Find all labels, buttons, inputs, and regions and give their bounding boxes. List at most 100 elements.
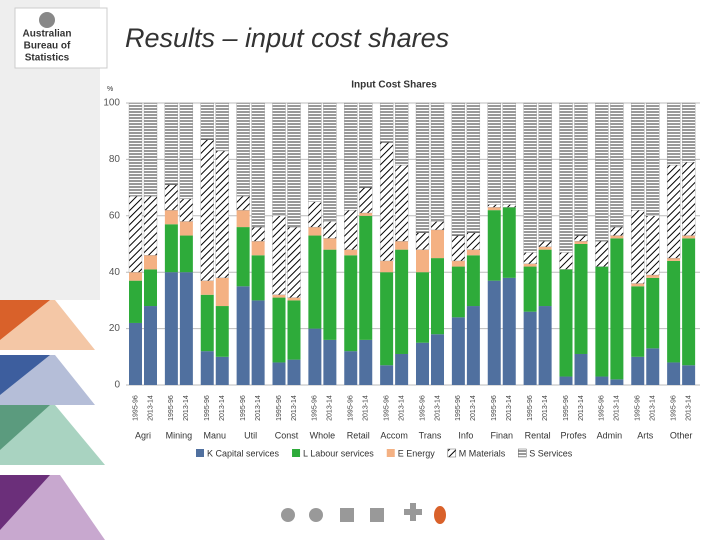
bar-segment (323, 221, 337, 239)
group-label: Admin (597, 430, 623, 440)
legend-swatch (386, 449, 395, 457)
x-tick-label: 2013-14 (650, 395, 657, 421)
logo-text: Statistics (25, 53, 70, 64)
bar-segment (523, 266, 537, 312)
y-axis-label: % (107, 86, 113, 93)
x-tick-label: 1995-96 (563, 395, 570, 421)
x-tick-label: 1995-96 (312, 395, 319, 421)
bar-segment (681, 162, 696, 236)
x-tick-label: 1995-96 (455, 395, 462, 421)
bar-segment (344, 210, 358, 250)
bar-segment (236, 195, 250, 211)
x-tick-label: 2013-14 (327, 395, 334, 421)
group-label: Info (458, 430, 473, 440)
bar-segment (272, 294, 286, 298)
bar-segment (215, 277, 229, 307)
bar-segment (559, 252, 573, 270)
bar-segment (144, 269, 157, 307)
bar-segment (359, 339, 373, 385)
bar-segment (667, 258, 681, 261)
bar-segment (451, 266, 465, 318)
bar-segment (164, 184, 179, 211)
bar-segment (431, 229, 444, 259)
x-tick-label: 1995-96 (491, 395, 498, 421)
bar-segment (502, 102, 516, 205)
group-label: Mining (166, 430, 193, 440)
bar-segment (502, 207, 516, 278)
bar-segment (308, 227, 322, 236)
x-tick-label: 1995-96 (348, 395, 355, 421)
bar-segment (179, 221, 193, 236)
bar-segment (287, 359, 301, 385)
bar-segment (538, 249, 552, 307)
bar-segment (502, 277, 516, 385)
bar-segment (559, 376, 573, 385)
group-label: Retail (347, 430, 370, 440)
bar-segment (466, 249, 480, 256)
bar-segment (164, 210, 178, 225)
group-label: Whole (310, 430, 336, 440)
x-tick-label: 2013-14 (434, 395, 441, 421)
bar-segment (416, 342, 429, 385)
bar-segment (359, 212, 373, 216)
bar-segment (251, 300, 265, 385)
slide-title: Results – input cost shares (125, 23, 449, 53)
chart: 0 20 40 60 80 100 1995-96 2013-14 1995-96 2013-14… (103, 98, 700, 458)
bar-segment (323, 249, 337, 340)
group-label: Util (244, 430, 257, 440)
x-tick-label: 1995-96 (204, 395, 211, 421)
bar-segment (395, 249, 409, 354)
legend-label: M Materials (459, 448, 506, 458)
bar-segment (451, 260, 465, 267)
bar-segment (610, 226, 624, 236)
logo-text: Australian (23, 29, 72, 40)
bar-segment (308, 235, 322, 329)
bar-segment (164, 102, 179, 185)
x-tick-label: 2013-14 (578, 395, 585, 421)
bar-segment (430, 102, 445, 222)
x-tick-label: 1995-96 (599, 395, 606, 421)
bar-segment (144, 306, 157, 385)
bar-segment (287, 226, 301, 298)
x-tick-label: 1995-96 (132, 395, 139, 421)
bar-segment (164, 224, 178, 273)
bar-segment (344, 351, 358, 385)
bar-segment (574, 102, 588, 236)
x-tick-label: 2013-14 (183, 395, 190, 421)
x-tick-label: 1995-96 (383, 395, 390, 421)
x-tick-label: 1995-96 (240, 395, 247, 421)
y-tick-label: 40 (109, 267, 121, 278)
bar-segment (215, 102, 229, 152)
bar-segment (595, 102, 609, 242)
bar-segment (272, 215, 286, 295)
x-tick-label: 2013-14 (147, 395, 154, 421)
bar-segment (666, 164, 681, 259)
bar-segment (631, 283, 645, 287)
x-tick-label: 2013-14 (219, 395, 226, 421)
legend-label: E Energy (398, 448, 436, 458)
bar-segment (215, 150, 229, 278)
bar-segment (646, 275, 660, 278)
bar-segment (631, 356, 645, 385)
x-tick-label: 1995-96 (670, 395, 677, 421)
x-tick-label: 2013-14 (363, 395, 370, 421)
bar-segment (487, 207, 501, 211)
bar-segment (380, 365, 394, 385)
bar-segment (344, 255, 358, 352)
side-decoration (0, 0, 105, 540)
bar-segment (431, 334, 444, 385)
bar-segment (631, 102, 645, 211)
bar-segment (236, 227, 250, 287)
bar-segment (610, 238, 624, 380)
x-tick-label: 1995-96 (419, 395, 426, 421)
bar-segment (416, 272, 429, 343)
bar-segment (200, 351, 214, 385)
bar-segment (523, 252, 537, 264)
chart-title: Input Cost Shares (351, 80, 437, 91)
bar-segment (646, 102, 660, 216)
bar-segment (646, 215, 660, 276)
group-label: Rental (525, 430, 551, 440)
bar-segment (394, 164, 409, 242)
bar-segment (682, 365, 696, 385)
